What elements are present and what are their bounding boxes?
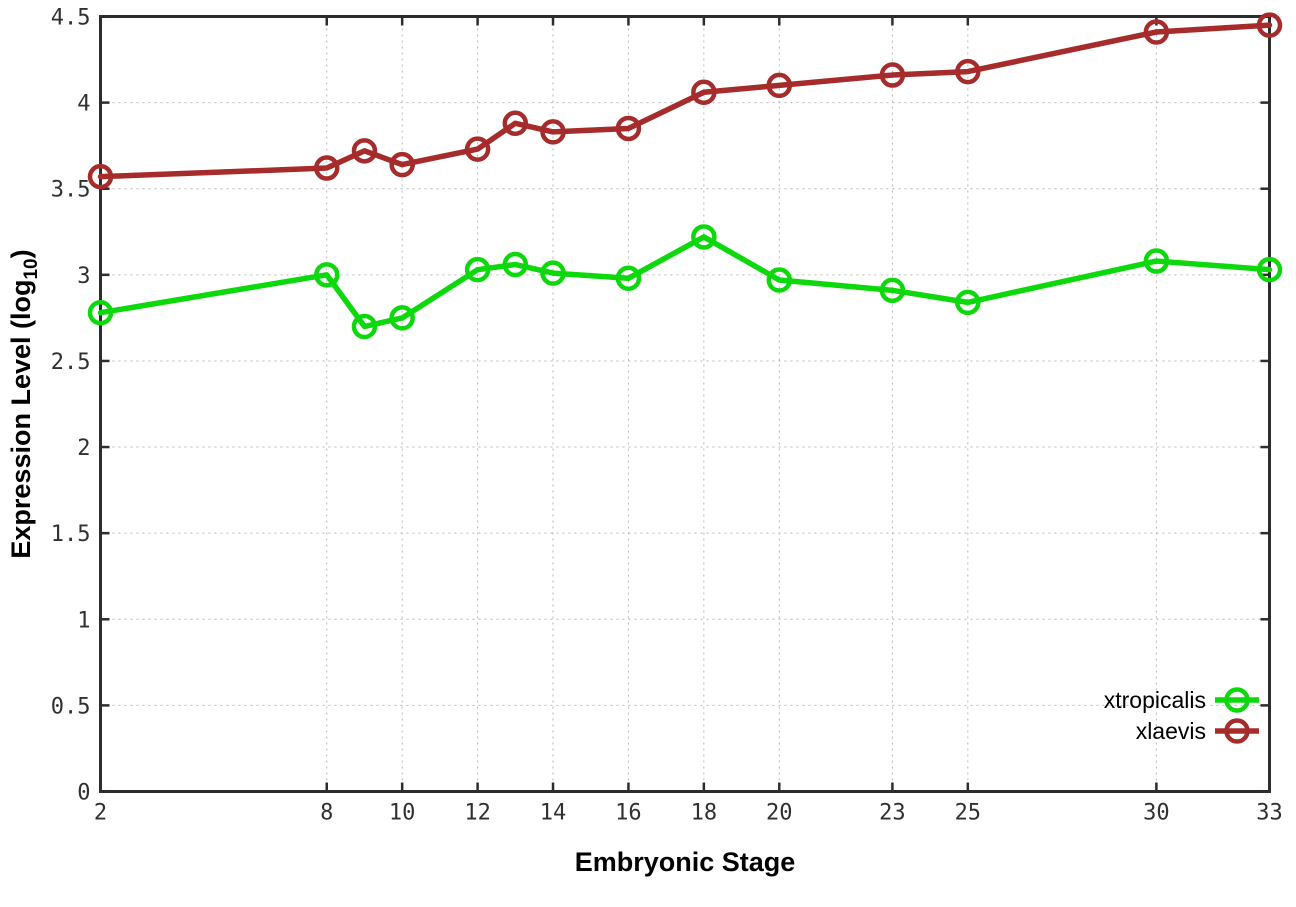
y-axis-title-main: Expression Level (log: [6, 280, 36, 559]
x-tick-label: 2: [94, 801, 107, 826]
series-xlaevis-point-marker: [314, 155, 340, 181]
series-xlaevis-point-marker: [766, 72, 793, 99]
legend-entry-xtropicalis: xtropicalis: [1104, 687, 1259, 713]
y-tick-label: 3.5: [51, 178, 91, 203]
plot-frame-layer: [99, 15, 1271, 793]
series-xtropicalis-point-marker: [464, 256, 491, 283]
series-layer: [87, 12, 1283, 340]
series-xlaevis-point-marker: [540, 119, 566, 145]
x-tick-label: 18: [691, 801, 718, 826]
y-tick-label: 4.5: [51, 6, 91, 31]
legend: xtropicalis xlaevis: [1104, 687, 1259, 744]
series-xlaevis-point-marker: [1256, 12, 1283, 38]
x-tick-label: 23: [879, 801, 906, 826]
y-tick-label: 0: [77, 781, 90, 806]
series-xlaevis-point-marker: [87, 163, 114, 190]
series-xlaevis-point-marker: [464, 136, 491, 162]
y-tick-label: 0.5: [51, 694, 91, 719]
series-xlaevis-point-marker: [502, 110, 529, 137]
series-xtropicalis-point-marker: [879, 277, 906, 304]
grid-layer: [100, 16, 1270, 792]
x-tick-label: 20: [766, 801, 793, 826]
series-xtropicalis-point-marker: [351, 313, 378, 340]
series-xlaevis-line: [97, 22, 1273, 180]
series-xtropicalis-point-marker: [1143, 248, 1170, 274]
x-axis-title: Embryonic Stage: [575, 847, 796, 877]
series-xlaevis-point-marker: [351, 138, 378, 164]
x-tick-label: 14: [540, 801, 567, 826]
series-xtropicalis-point-marker: [502, 251, 529, 278]
y-tick-label: 2: [77, 436, 90, 461]
legend-label-xtropicalis: xtropicalis: [1104, 687, 1206, 713]
series-xlaevis-point-marker: [691, 79, 717, 106]
y-axis-title-subscript: 10: [21, 258, 42, 279]
series-xtropicalis-point-marker: [691, 224, 717, 250]
legend-marker-icon-xtropicalis: [1224, 687, 1250, 713]
series-xlaevis-point-marker: [879, 62, 906, 88]
series-xtropicalis-point-marker: [87, 299, 114, 326]
series-xtropicalis-point-marker: [955, 289, 981, 316]
legend-label-xlaevis: xlaevis: [1136, 718, 1206, 744]
x-tick-label: 30: [1143, 801, 1170, 826]
x-tick-label: 25: [955, 801, 982, 826]
series-xlaevis-point-marker: [955, 58, 981, 85]
y-tick-label: 2.5: [51, 350, 91, 375]
x-tick-label: 12: [464, 801, 491, 826]
plot-border: [99, 15, 1271, 793]
series-xtropicalis-point-marker: [314, 262, 340, 288]
series-xlaevis-point-marker: [1143, 19, 1170, 45]
x-tick-label: 10: [389, 801, 416, 826]
tick-label-layer: 2 8 10 12 14 16 18 20 23 25 30 33 0 0.5 1 1.5 2 2.5 3 3.5 4 4…: [51, 6, 1283, 826]
y-tick-label: 1.5: [51, 522, 91, 547]
x-tick-label: 8: [320, 801, 333, 826]
series-xlaevis-point-marker: [615, 115, 642, 142]
series-xtropicalis-point-marker: [389, 305, 415, 331]
series-xlaevis-point-marker: [389, 151, 415, 178]
legend-marker-icon-xlaevis: [1224, 718, 1250, 744]
y-axis-title: Expression Level (log10): [6, 249, 42, 558]
series-xtropicalis-point-marker: [766, 267, 793, 293]
series-xtropicalis-line: [97, 234, 1273, 330]
y-axis-title-end: ): [6, 249, 36, 258]
x-tick-label: 16: [615, 801, 642, 826]
series-xtropicalis-point-marker: [615, 265, 642, 292]
y-tick-label: 3: [77, 264, 90, 289]
series-xtropicalis-point-marker: [1256, 256, 1283, 283]
x-tick-label: 33: [1256, 801, 1283, 826]
y-tick-label: 4: [77, 92, 90, 117]
series-xtropicalis-point-marker: [540, 260, 566, 286]
legend-entry-xlaevis: xlaevis: [1136, 718, 1259, 744]
y-tick-label: 1: [77, 608, 90, 633]
